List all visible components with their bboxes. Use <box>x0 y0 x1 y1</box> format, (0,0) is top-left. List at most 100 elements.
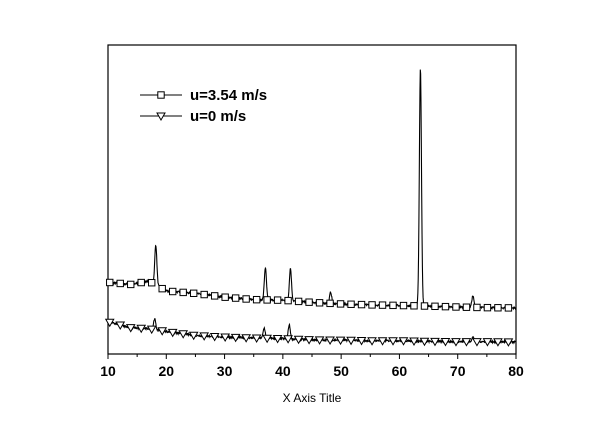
legend-marker <box>156 112 166 122</box>
series-marker <box>273 296 282 304</box>
series-marker <box>440 338 451 347</box>
series-marker <box>314 336 325 345</box>
series-marker <box>262 334 272 344</box>
series-marker <box>461 338 472 347</box>
series-marker <box>368 301 376 309</box>
series-marker <box>472 338 482 347</box>
series-marker <box>293 335 304 345</box>
legend-label: u=3.54 m/s <box>190 87 267 104</box>
series-marker <box>347 300 355 308</box>
series-marker <box>106 278 114 287</box>
series-marker <box>231 294 240 302</box>
series-marker <box>304 336 314 345</box>
series-marker <box>252 295 261 304</box>
series-marker <box>115 321 126 330</box>
series-marker <box>388 337 398 346</box>
series-marker <box>148 279 156 287</box>
series-marker <box>325 336 335 345</box>
series-marker <box>335 336 346 346</box>
series-marker <box>221 293 229 301</box>
series-marker <box>294 297 303 306</box>
series-marker <box>157 327 168 336</box>
series-marker <box>346 336 356 346</box>
x-tick-label: 10 <box>100 363 116 379</box>
series-marker <box>251 334 262 344</box>
series-marker <box>167 328 178 338</box>
series-marker <box>210 292 219 300</box>
series-marker <box>168 287 177 296</box>
series-marker <box>367 337 377 346</box>
series-marker <box>462 303 471 311</box>
legend-label: u=0 m/s <box>190 108 246 125</box>
series-marker <box>136 324 147 334</box>
series-marker <box>127 280 135 289</box>
legend-item: u=3.54 m/s <box>140 87 267 104</box>
series-marker <box>242 295 250 303</box>
series-marker <box>137 278 145 287</box>
series-marker <box>199 332 210 341</box>
x-tick-label: 70 <box>450 363 466 379</box>
x-tick-label: 60 <box>392 363 408 379</box>
series-marker <box>493 338 503 347</box>
series-marker <box>377 337 388 346</box>
series-group <box>104 69 517 347</box>
series-marker <box>315 299 324 307</box>
x-tick-label: 50 <box>333 363 349 379</box>
series-marker <box>284 296 292 305</box>
x-tick-label: 30 <box>217 363 233 379</box>
series-marker <box>356 337 367 346</box>
series-marker <box>473 303 481 312</box>
series-marker <box>104 318 115 328</box>
series-2 <box>104 318 517 347</box>
series-marker <box>357 300 366 309</box>
series-marker <box>483 303 492 312</box>
x-tick-label: 20 <box>158 363 174 379</box>
series-marker <box>409 337 419 347</box>
series-marker <box>200 290 208 299</box>
series-line <box>107 69 517 311</box>
series-marker <box>326 299 334 308</box>
series-marker <box>504 304 513 312</box>
series-marker <box>230 333 241 343</box>
series-marker <box>494 304 502 312</box>
series-marker <box>336 300 345 308</box>
series-marker <box>241 334 251 343</box>
series-marker <box>179 288 187 297</box>
series-marker <box>146 325 157 335</box>
x-tick-label: 80 <box>508 363 524 379</box>
series-marker <box>272 334 283 344</box>
series-marker <box>441 302 450 311</box>
series-marker <box>410 302 418 310</box>
series-marker <box>305 298 313 306</box>
series-marker <box>399 301 408 310</box>
series-marker <box>209 332 220 342</box>
series-marker <box>430 337 440 347</box>
series-marker <box>116 279 124 288</box>
x-tick-label: 40 <box>275 363 291 379</box>
series-marker <box>263 296 271 304</box>
series-marker <box>389 301 397 310</box>
series-marker <box>188 331 199 341</box>
x-axis-title: X Axis Title <box>283 391 342 405</box>
series-marker <box>283 335 293 344</box>
legend-item: u=0 m/s <box>140 108 246 125</box>
legend: u=3.54 m/s u=0 m/s <box>140 87 267 125</box>
series-marker <box>125 324 136 333</box>
series-marker <box>419 337 430 347</box>
series-marker <box>503 338 514 347</box>
series-marker <box>158 284 166 293</box>
series-marker <box>178 330 189 339</box>
series-marker <box>420 302 429 310</box>
series-marker <box>220 333 231 343</box>
legend-marker <box>157 91 165 99</box>
x-axis-ticks: 10 20 30 40 50 60 70 80 <box>100 354 524 379</box>
series-marker <box>378 301 387 309</box>
series-1 <box>106 69 517 312</box>
series-marker <box>452 303 460 311</box>
series-marker <box>431 302 439 311</box>
series-marker <box>398 337 409 346</box>
series-marker <box>189 289 198 297</box>
series-marker <box>482 338 493 347</box>
